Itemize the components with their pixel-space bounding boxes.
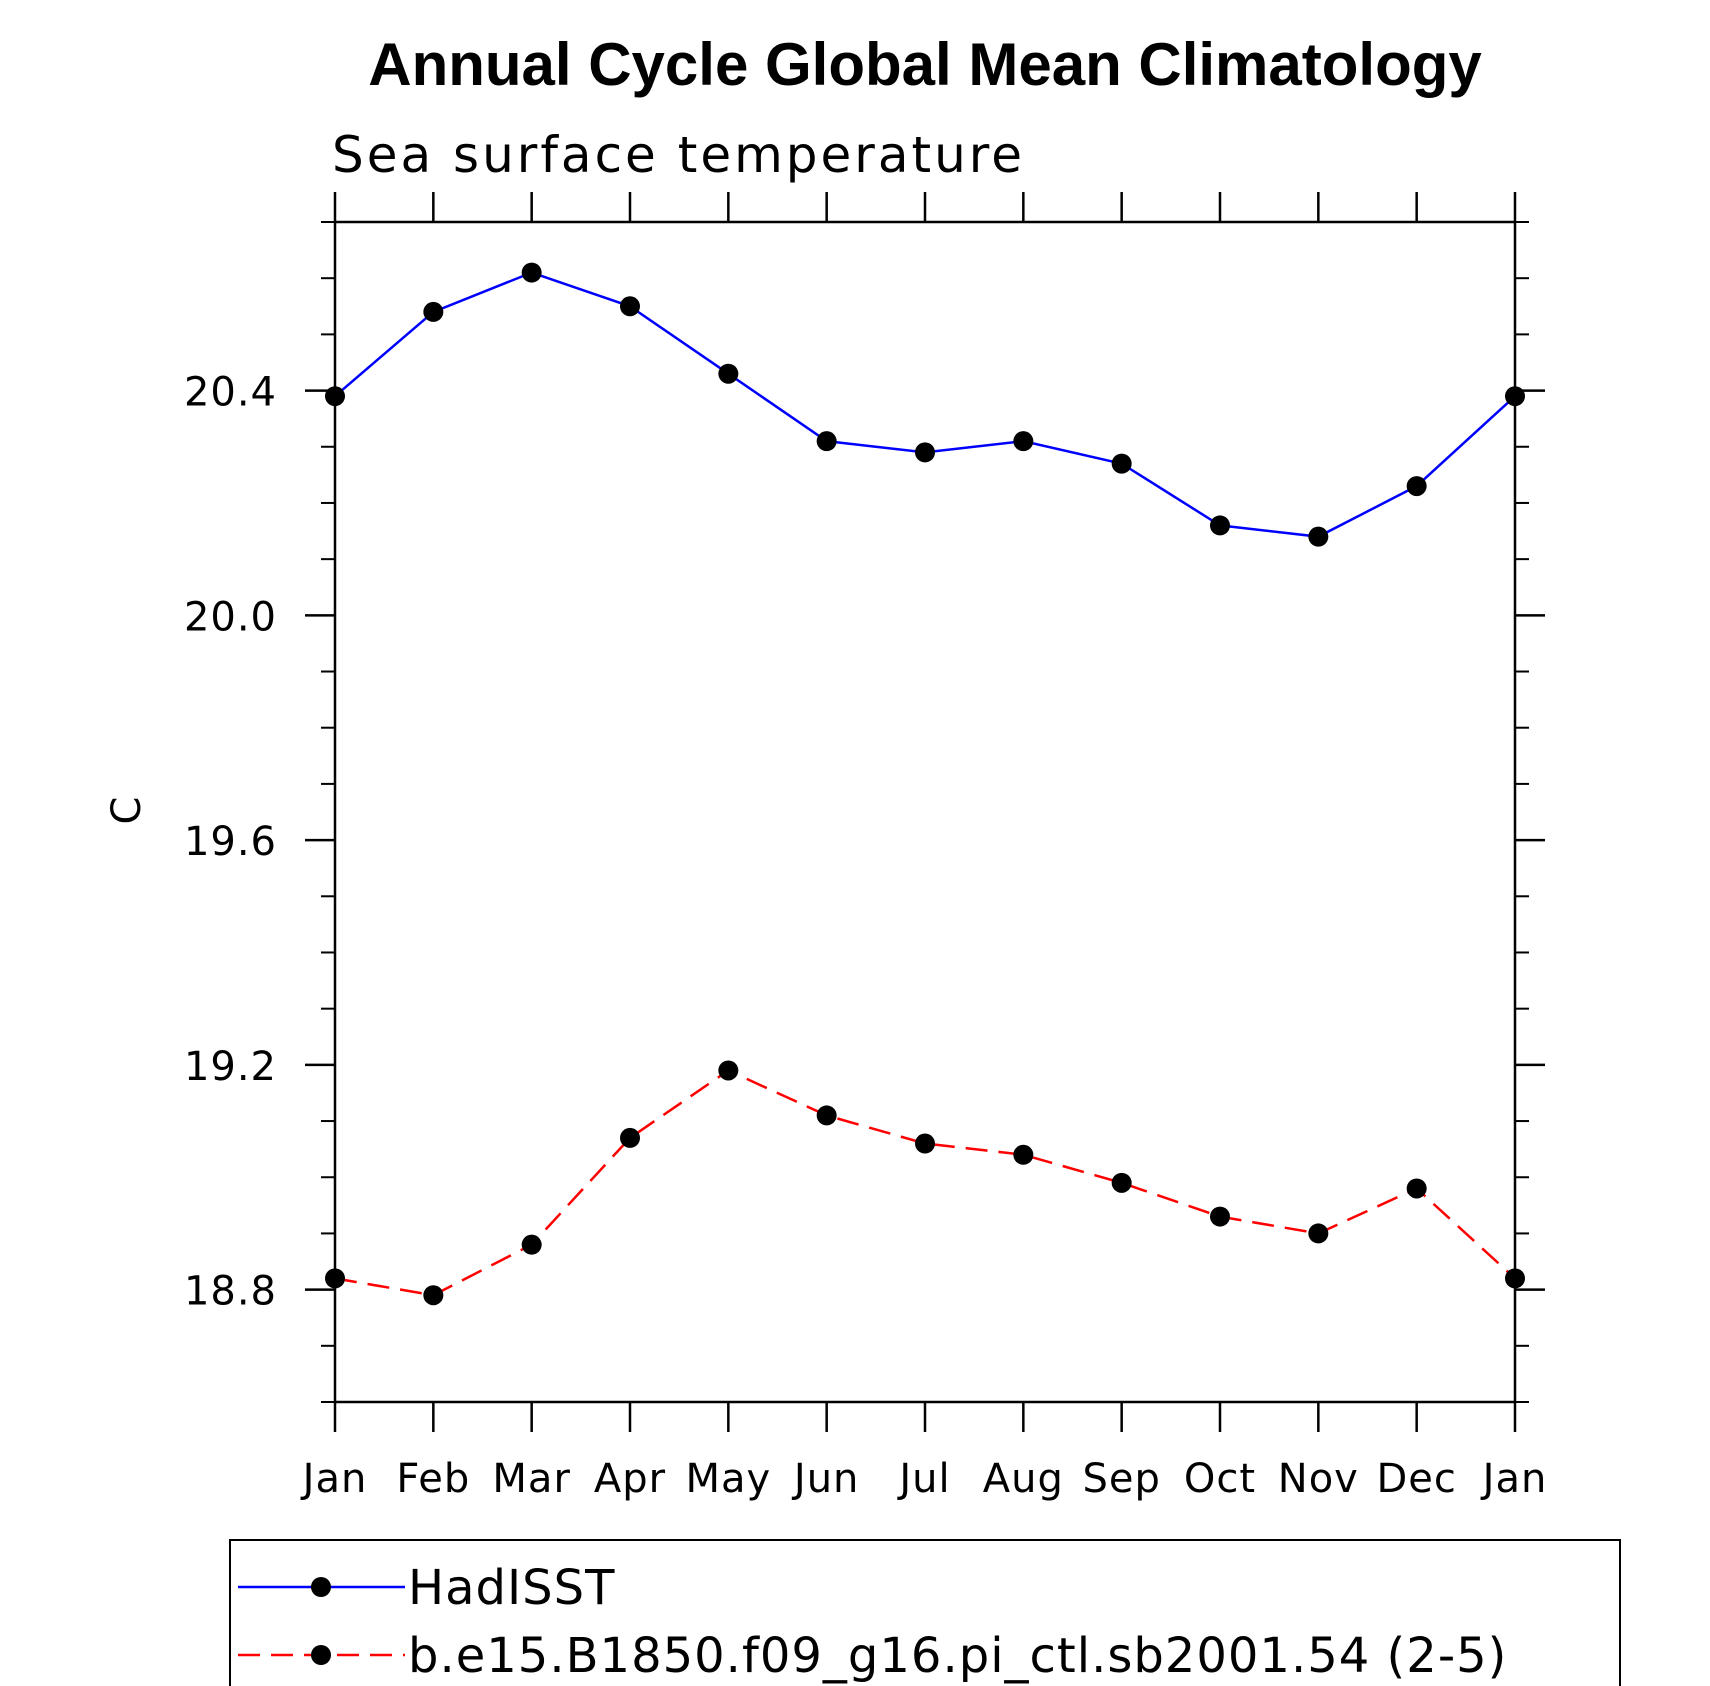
series-1-point: [325, 386, 345, 407]
x-tick-label: Nov: [1278, 1456, 1359, 1502]
series-2-point: [1308, 1223, 1329, 1244]
legend-marker-2: [311, 1645, 331, 1665]
series-2-point: [521, 1234, 542, 1255]
x-tick-label: Sep: [1082, 1456, 1160, 1502]
axis-ticks: [305, 192, 1545, 1432]
chart-title: Annual Cycle Global Mean Climatology: [368, 31, 1482, 98]
series-line-1: [334, 271, 1516, 538]
series-1-point: [1013, 431, 1034, 452]
series-1-point: [1111, 453, 1132, 474]
series-2-point: [620, 1127, 640, 1148]
series-2-point: [1013, 1144, 1034, 1165]
legend-label-2: b.e15.B1850.f09_g16.pi_ctl.sb2001.54 (2-…: [408, 1628, 1507, 1684]
y-axis-tick-labels: 18.8 19.2 19.6 20.0 20.4: [184, 370, 277, 1315]
series-1-point: [1505, 386, 1525, 407]
x-tick-label: Aug: [983, 1456, 1064, 1502]
series-1-point: [915, 442, 935, 463]
legend: [229, 1539, 1621, 1686]
y-tick-label: 19.2: [184, 1044, 277, 1090]
series-1-point: [1308, 526, 1329, 547]
series-1-point: [620, 296, 640, 317]
series-2-point: [915, 1133, 935, 1154]
series-1-point: [718, 363, 739, 384]
y-tick-label: 20.4: [184, 370, 277, 416]
legend-label-1: HadISST: [408, 1560, 615, 1616]
legend-entries: HadISST b.e15.B1850.f09_g16.pi_ctl.sb2001…: [238, 1560, 1507, 1684]
x-tick-label: Oct: [1184, 1456, 1256, 1502]
series-1-point: [1406, 476, 1427, 497]
y-tick-label: 20.0: [184, 594, 277, 640]
series-line-2: [334, 1069, 1516, 1297]
plot-frame: [333, 220, 1517, 1404]
series-2-point: [1406, 1178, 1427, 1199]
series-2-point: [423, 1285, 444, 1306]
x-tick-label: Apr: [594, 1456, 666, 1502]
series-2-point: [325, 1268, 345, 1289]
x-tick-label: Jan: [300, 1456, 368, 1502]
series-group: [325, 262, 1525, 1306]
x-tick-label: Jul: [896, 1456, 950, 1502]
x-tick-label: May: [685, 1456, 771, 1502]
series-1-point: [521, 262, 542, 283]
series-2-point: [718, 1060, 739, 1081]
series-1-point: [1210, 515, 1230, 536]
legend-marker-1: [311, 1577, 331, 1597]
x-tick-label: Jan: [1480, 1456, 1548, 1502]
x-tick-label: Feb: [396, 1456, 470, 1502]
series-2-point: [816, 1105, 837, 1126]
series-2-point: [1505, 1268, 1525, 1289]
y-tick-label: 19.6: [184, 819, 277, 865]
series-1-point: [816, 431, 837, 452]
x-tick-label: Mar: [492, 1456, 570, 1502]
x-tick-label: Jun: [791, 1456, 860, 1502]
x-axis-tick-labels: Jan Feb Mar Apr May Jun Jul Aug Sep Oct Nov Dec Jan: [300, 1456, 1548, 1502]
series-2-point: [1111, 1172, 1132, 1193]
series-1-point: [423, 301, 444, 322]
y-axis-label: C: [104, 796, 150, 825]
x-tick-label: Dec: [1376, 1456, 1456, 1502]
chart-subtitle: Sea surface temperature: [332, 126, 1025, 184]
y-tick-label: 18.8: [184, 1269, 277, 1315]
series-2-point: [1210, 1206, 1230, 1227]
